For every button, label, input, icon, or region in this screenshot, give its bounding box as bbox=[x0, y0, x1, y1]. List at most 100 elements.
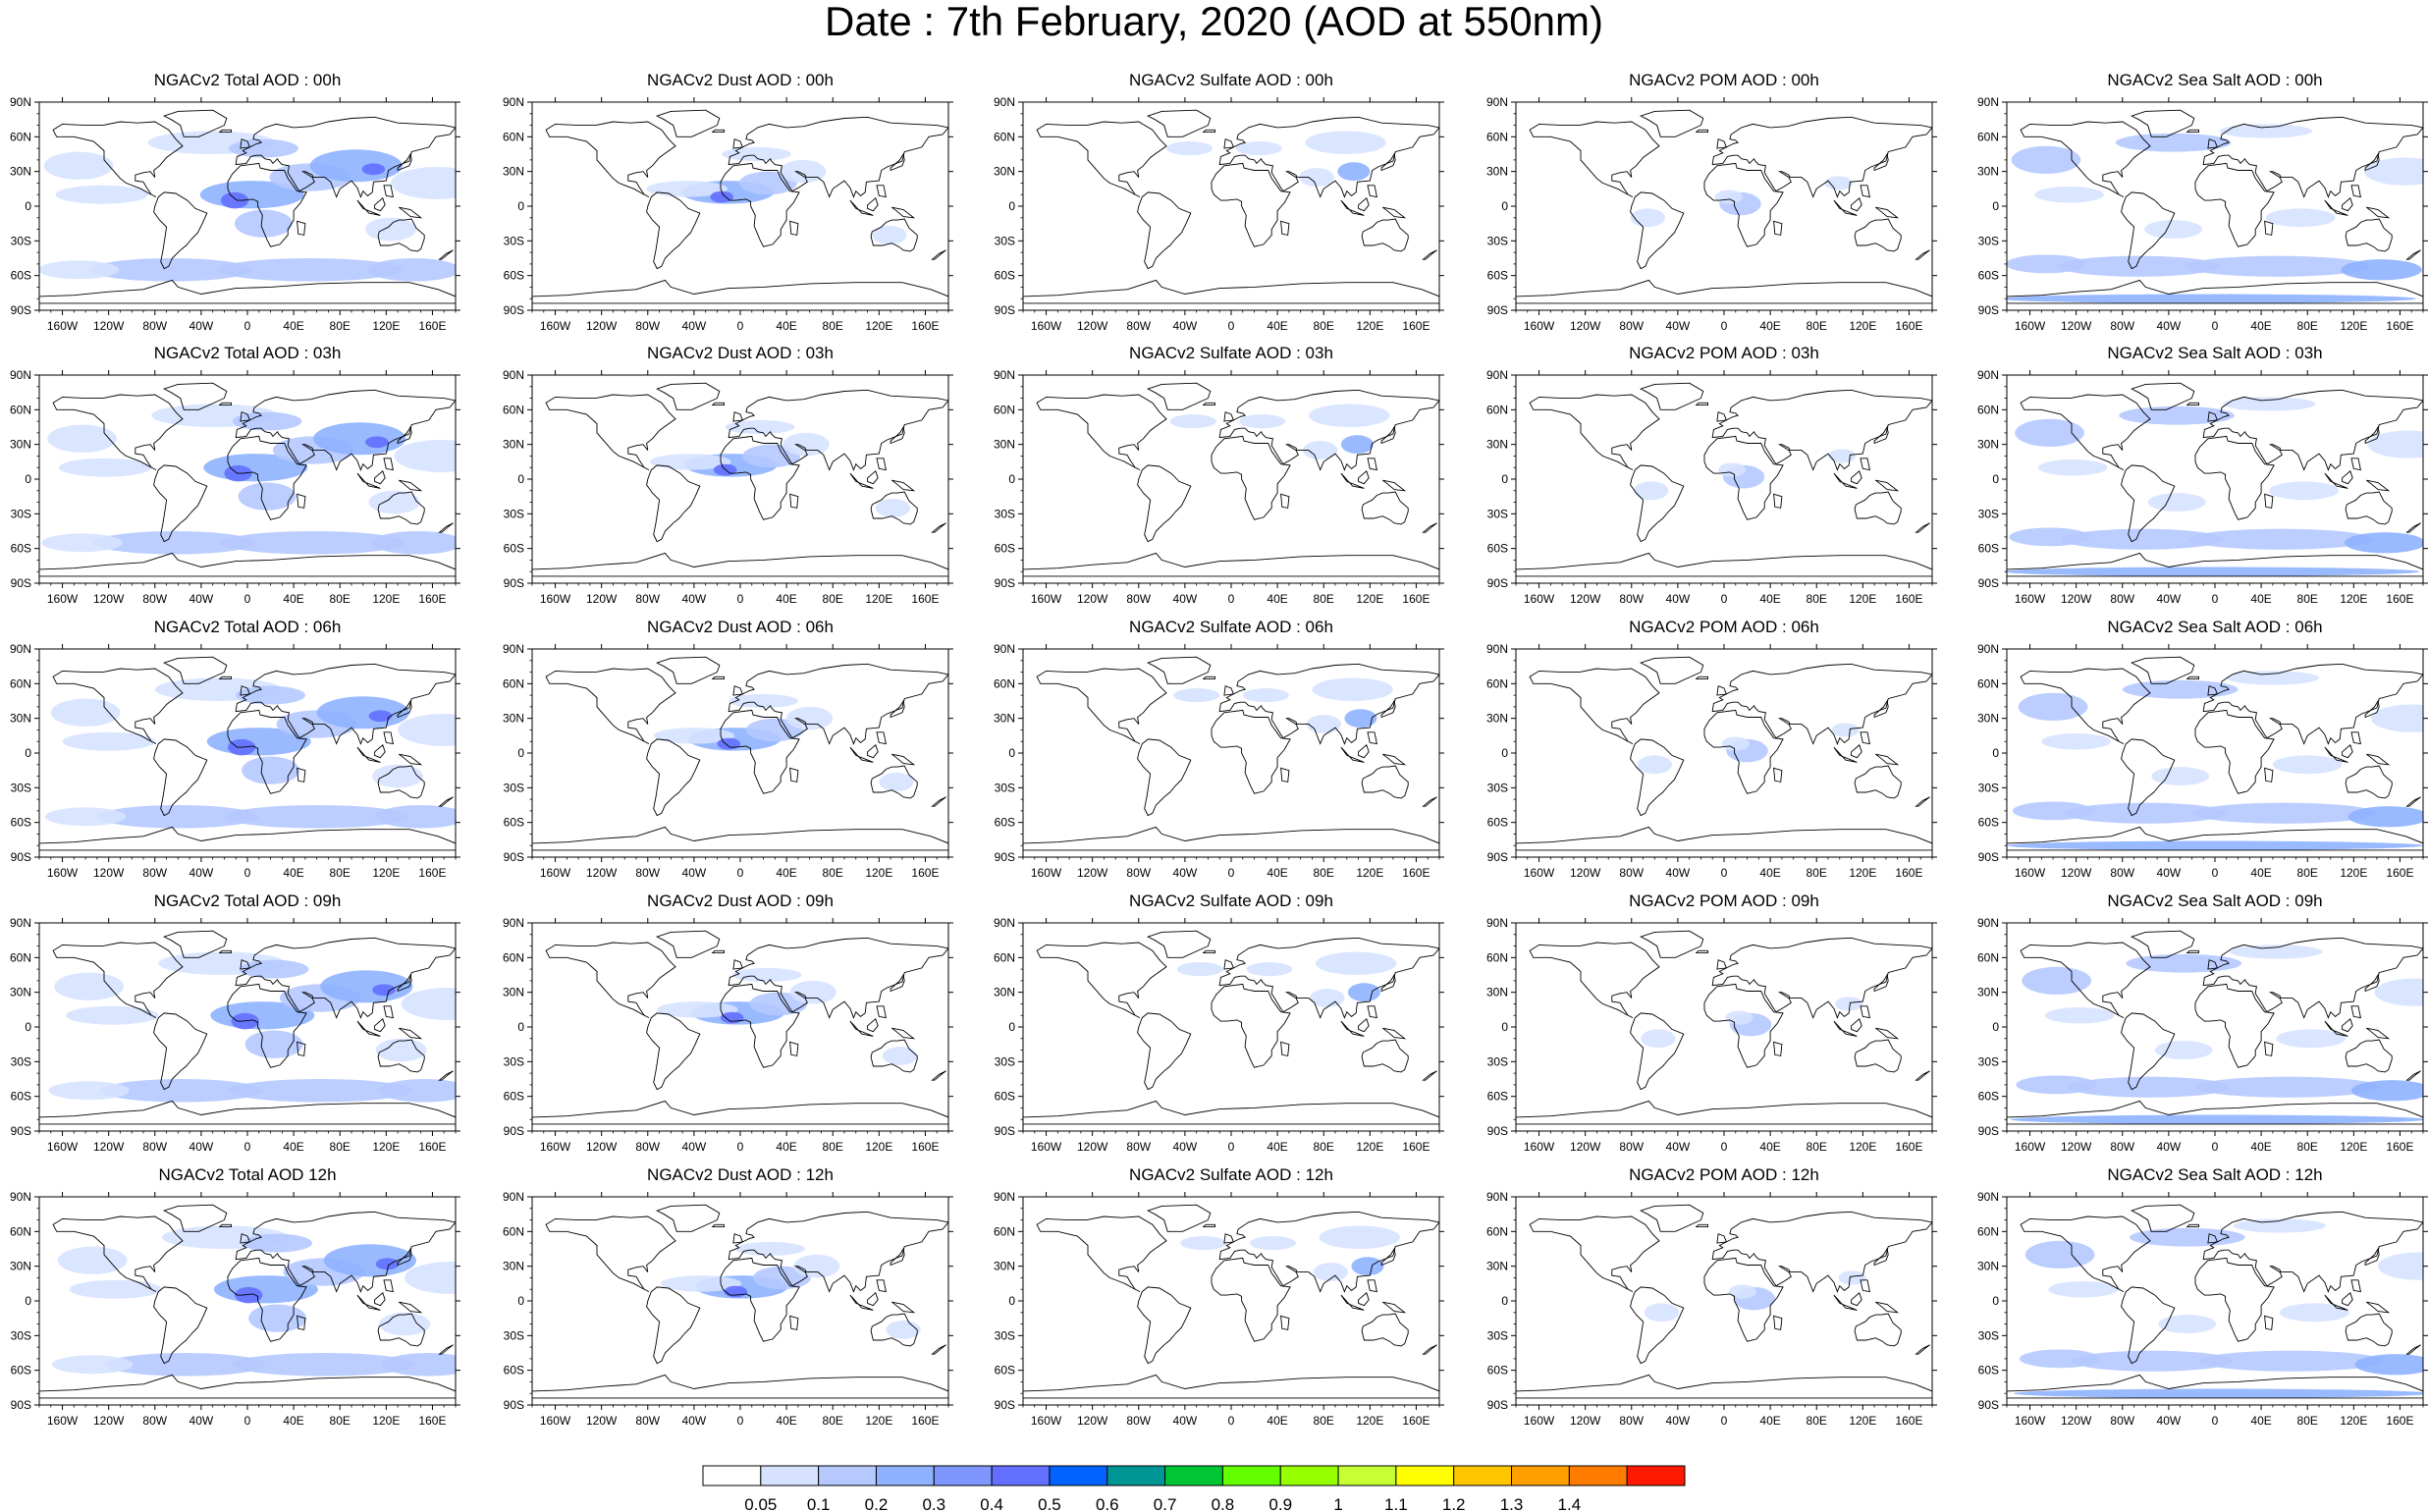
coastline bbox=[1915, 1070, 1930, 1081]
lat-tick-label: 30S bbox=[995, 234, 1015, 247]
coastline bbox=[646, 191, 701, 270]
coastline bbox=[1851, 1292, 1862, 1307]
lat-tick-label: 30S bbox=[11, 507, 31, 520]
coastline bbox=[1023, 826, 1439, 851]
lon-tick-label: 80W bbox=[635, 1414, 660, 1428]
colorbar-label: 0.9 bbox=[1268, 1495, 1292, 1512]
lat-tick-label: 30N bbox=[503, 712, 524, 726]
lat-tick-label: 60N bbox=[1486, 676, 1508, 690]
aod-plume bbox=[2122, 679, 2239, 699]
coastline bbox=[163, 930, 228, 958]
coastline bbox=[1137, 1012, 1192, 1091]
lon-tick-label: 80E bbox=[1807, 319, 1827, 333]
lon-tick-label: 80W bbox=[142, 592, 167, 606]
lat-tick-label: 30S bbox=[504, 1054, 524, 1068]
lon-tick-label: 80W bbox=[1619, 1140, 1644, 1154]
coastline bbox=[235, 1211, 456, 1293]
coastline bbox=[532, 279, 948, 304]
aod-plume bbox=[1173, 688, 1220, 703]
lat-tick-label: 60N bbox=[10, 403, 31, 416]
coastline bbox=[2366, 753, 2391, 766]
coastline bbox=[1361, 765, 1409, 799]
coastlines bbox=[1516, 1204, 1932, 1399]
lon-tick-label: 40W bbox=[189, 319, 214, 333]
lon-tick-label: 80W bbox=[1619, 592, 1644, 606]
lon-tick-label: 0 bbox=[737, 866, 744, 880]
lat-tick-label: 0 bbox=[1992, 199, 1999, 213]
lat-tick-label: 30N bbox=[994, 712, 1015, 726]
lon-tick-label: 0 bbox=[1721, 319, 1728, 333]
coastline bbox=[52, 394, 184, 471]
lon-tick-label: 160E bbox=[418, 1140, 446, 1154]
coastline bbox=[1873, 425, 1889, 445]
lon-tick-label: 120E bbox=[372, 319, 400, 333]
lon-tick-label: 80W bbox=[635, 1140, 660, 1154]
coastline bbox=[1367, 185, 1377, 198]
coastline bbox=[2405, 249, 2421, 260]
coastline bbox=[1516, 279, 1932, 304]
coastlines bbox=[1023, 656, 1439, 851]
coastline bbox=[1875, 206, 1900, 219]
coastline bbox=[867, 744, 879, 759]
aod-plume bbox=[2061, 528, 2224, 550]
coastline bbox=[2342, 1292, 2353, 1307]
lon-tick-label: 120W bbox=[93, 319, 125, 333]
coastline bbox=[2350, 731, 2361, 745]
world-map: 90N 60N 30N 0 30S 60S 90S 160W 120W 80W 40W 0 40E 80E… bbox=[1977, 95, 2428, 333]
coastline bbox=[2345, 1039, 2393, 1073]
lat-tick-label: 30S bbox=[11, 1054, 31, 1068]
lon-tick-label: 120W bbox=[1570, 1414, 1601, 1428]
coastline bbox=[235, 389, 456, 471]
coastline bbox=[2207, 138, 2219, 149]
aod-plume bbox=[735, 1241, 805, 1257]
lon-tick-label: 160W bbox=[540, 866, 571, 880]
panel-title: NGACv2 Dust AOD : 09h bbox=[647, 891, 834, 910]
lon-tick-label: 120W bbox=[1570, 592, 1601, 606]
lon-tick-label: 120W bbox=[93, 592, 125, 606]
lat-tick-label: 30S bbox=[1487, 507, 1508, 520]
lat-tick-label: 90S bbox=[995, 1398, 1015, 1412]
coastline bbox=[1695, 129, 1708, 134]
coastline bbox=[931, 1344, 946, 1355]
coastline bbox=[1137, 191, 1192, 270]
coastline bbox=[2324, 199, 2348, 216]
lat-tick-label: 0 bbox=[1992, 1020, 1999, 1034]
coastline bbox=[1640, 1204, 1704, 1232]
aod-plume bbox=[2041, 732, 2111, 750]
coastline bbox=[2194, 1257, 2275, 1342]
coastline bbox=[1711, 663, 1932, 745]
coastline bbox=[1529, 121, 1660, 198]
coastline bbox=[2405, 1344, 2421, 1355]
lat-tick-label: 60S bbox=[1978, 1364, 1999, 1377]
aod-plume bbox=[224, 805, 409, 829]
lat-tick-label: 30S bbox=[11, 1328, 31, 1342]
coastline bbox=[2350, 185, 2361, 198]
coastline bbox=[2324, 1020, 2348, 1037]
coastline bbox=[2324, 472, 2348, 489]
lon-tick-label: 40W bbox=[189, 1414, 214, 1428]
aod-plume bbox=[398, 713, 456, 746]
coastline bbox=[1711, 116, 1932, 198]
lon-tick-label: 160E bbox=[1402, 1414, 1430, 1428]
colorbar-swatch bbox=[933, 1465, 993, 1486]
coastline bbox=[1703, 709, 1784, 794]
coastline bbox=[646, 738, 701, 817]
lat-tick-label: 60S bbox=[1978, 542, 1999, 556]
coastline bbox=[1361, 1313, 1409, 1347]
coastline bbox=[1529, 668, 1660, 745]
lat-tick-label: 90N bbox=[10, 368, 31, 382]
lat-tick-label: 0 bbox=[1992, 746, 1999, 760]
lon-tick-label: 120E bbox=[1356, 319, 1383, 333]
map-panel: NGACv2 Sea Salt AOD : 06h 90N 60N 30N 0 30S 60… bbox=[1968, 618, 2428, 883]
colorbar-swatch bbox=[875, 1465, 935, 1486]
lon-tick-label: 120W bbox=[2061, 319, 2092, 333]
coastlines bbox=[532, 930, 948, 1125]
lon-tick-label: 160W bbox=[47, 319, 79, 333]
lat-tick-label: 0 bbox=[1008, 472, 1015, 486]
lat-tick-label: 60S bbox=[1487, 816, 1508, 830]
lon-tick-label: 80E bbox=[823, 1414, 843, 1428]
coastline bbox=[720, 162, 800, 247]
aod-plume bbox=[2064, 802, 2227, 824]
lat-tick-label: 90N bbox=[994, 642, 1015, 656]
aod-plume bbox=[379, 1312, 431, 1336]
